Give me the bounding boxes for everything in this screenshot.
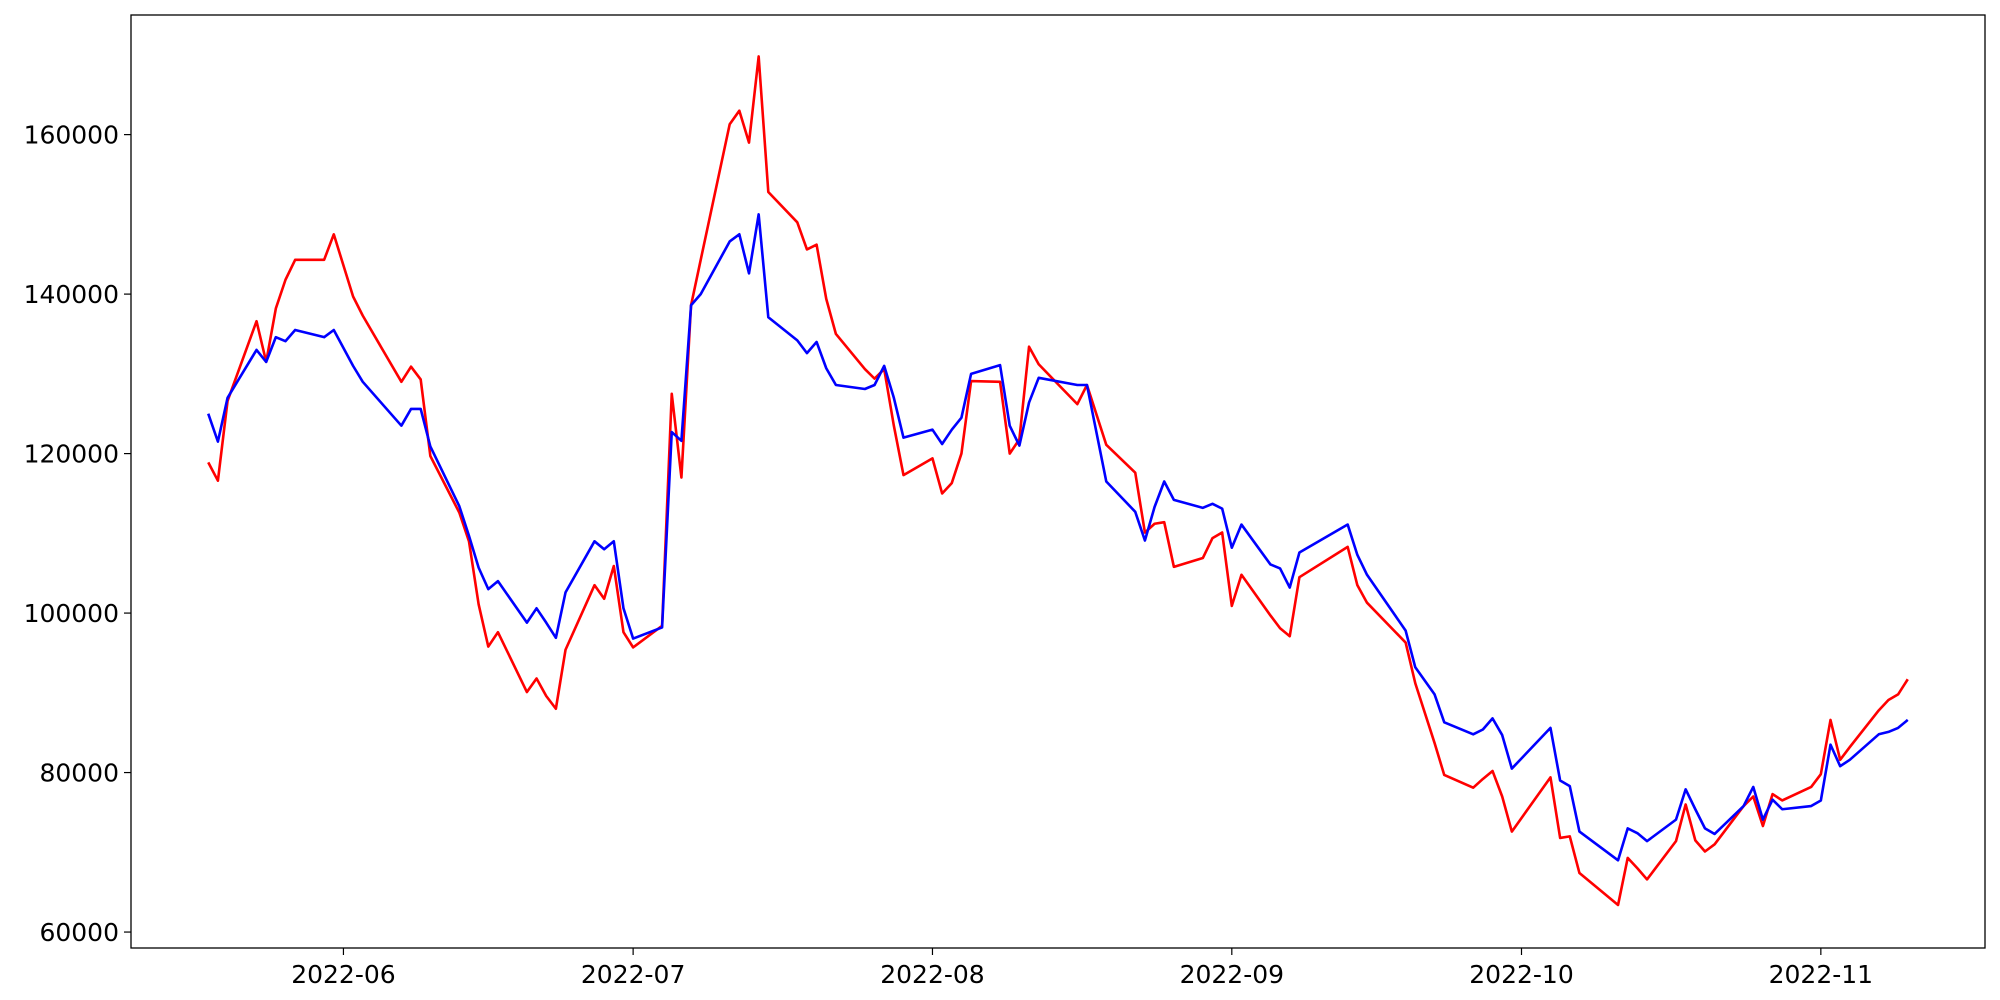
y-tick-label: 160000 xyxy=(24,121,119,150)
y-tick-label: 140000 xyxy=(24,280,119,309)
x-tick-label: 2022-07 xyxy=(581,960,685,989)
series-line xyxy=(207,213,1909,862)
x-tick-label: 2022-10 xyxy=(1469,960,1573,989)
plot-frame xyxy=(130,14,1986,949)
x-tick-label: 2022-08 xyxy=(880,960,984,989)
series-line xyxy=(207,55,1909,907)
x-tick-label: 2022-09 xyxy=(1180,960,1284,989)
y-tick-label: 100000 xyxy=(24,599,119,628)
x-tick-label: 2022-06 xyxy=(291,960,395,989)
y-tick-label: 120000 xyxy=(24,440,119,469)
y-tick-label: 60000 xyxy=(39,918,119,947)
y-tick-label: 80000 xyxy=(39,759,119,788)
x-tick-label: 2022-11 xyxy=(1769,960,1873,989)
